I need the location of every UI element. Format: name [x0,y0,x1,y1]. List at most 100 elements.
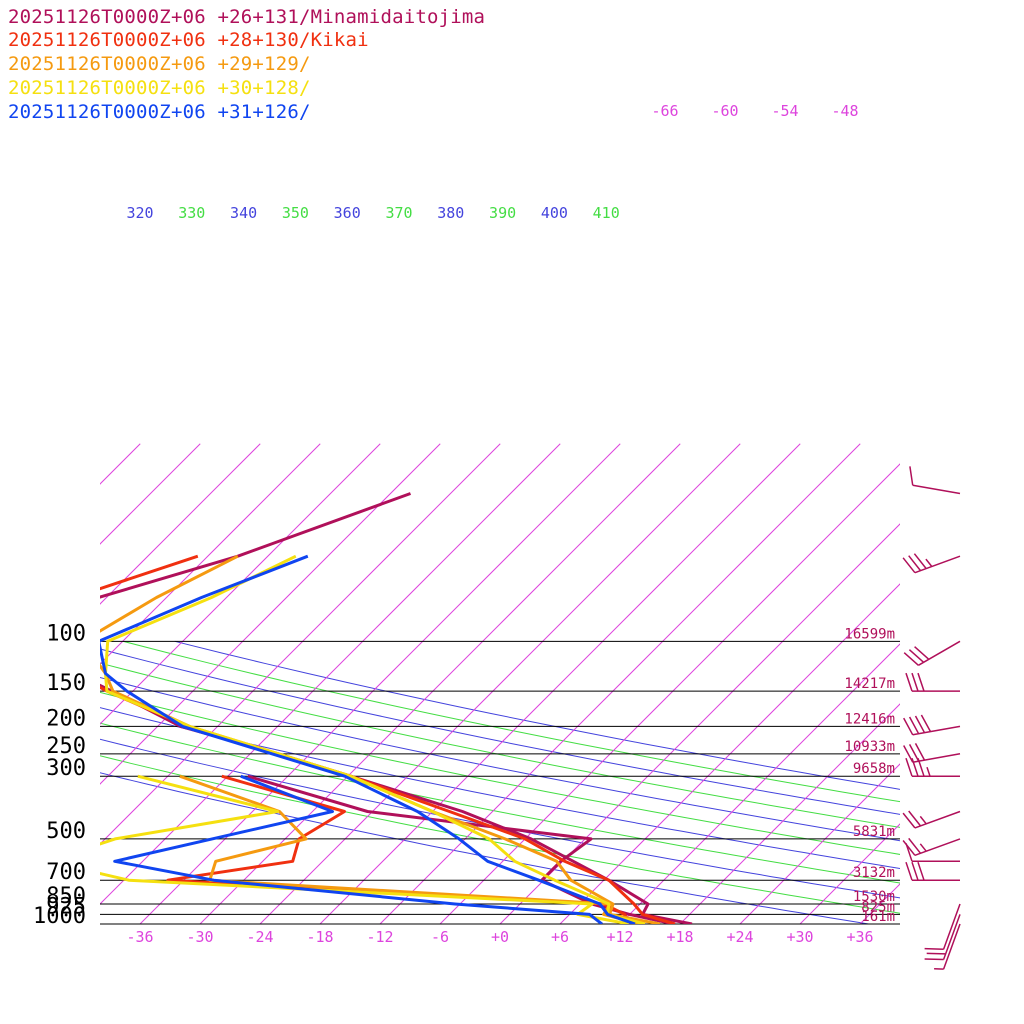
pressure-label: 100 [46,621,86,646]
isotherm-line [379,443,861,924]
wind-barb [903,640,961,666]
theta-label: 360 [334,204,361,222]
theta-label: 320 [126,204,153,222]
wind-barb-shape [903,743,961,763]
height-label: 1530m [853,889,895,905]
wind-barb [934,923,961,970]
pressure-label: 925 [46,894,86,919]
temperature-profile-line [100,554,676,924]
temperature-tick-label: -30 [186,928,213,946]
wind-barb-shape [902,553,961,574]
temperature-tick-label: +36 [846,928,873,946]
temperature-tick-label: +0 [491,928,509,946]
wind-barb [902,553,961,574]
wind-barb-shape [905,843,960,863]
pressure-label: 850 [46,884,86,909]
upper-temperature-label: -60 [711,102,738,120]
pressure-label: 300 [46,756,86,781]
temperature-tick-label: -6 [431,928,449,946]
wind-barbs [902,466,961,970]
legend-entry-1: 20251126T0000Z+06 +26+131/Minamidaitojim… [8,6,486,28]
wind-barb [905,672,960,692]
theta-label: 350 [282,204,309,222]
pressure-label: 150 [46,671,86,696]
theta-label: 390 [489,204,516,222]
wind-barb [905,861,960,881]
wind-barb-shape [902,810,961,829]
wind-barb [924,914,961,961]
wind-barb-shape [924,903,961,950]
temperature-tick-label: -18 [306,928,333,946]
height-label: 9658m [853,761,895,777]
wind-barb [905,757,960,777]
wind-barb-shape [924,914,961,961]
temperature-tick-label: -12 [366,928,393,946]
temperature-tick-label: -24 [246,928,273,946]
height-label: 12416m [844,711,895,727]
isotherm-line [100,443,321,665]
isotherm-line [799,823,900,924]
isobars [100,640,900,925]
pressure-label: 700 [46,860,86,885]
isotherm-line [100,443,501,845]
isotherm-line [100,443,201,545]
pressure-label: 500 [46,819,86,844]
isotherm-line [100,443,441,785]
wind-barb-shape [903,640,961,666]
pressure-label: 1000 [33,904,86,929]
wind-barb-shape [905,672,960,692]
wind-barb [905,843,960,863]
wind-barb [902,837,961,857]
wind-barb-shape [934,923,961,970]
height-label: 10933m [844,739,895,755]
temperature-tick-label: +30 [786,928,813,946]
isotherm-line [319,443,801,924]
temperature-tick-label: +24 [726,928,753,946]
wind-barb [902,810,961,829]
temperature-profile-line [100,554,636,924]
theta-label: 330 [178,204,205,222]
isotherm-line [199,443,681,924]
height-label: 16599m [844,626,895,642]
temperature-tick-label: -36 [126,928,153,946]
wind-barb [903,743,961,763]
dewpoint-profile-line [166,774,632,924]
dewpoint-profile-line [113,774,603,924]
upper-temperature-label: -54 [771,102,798,120]
height-label: 3132m [853,865,895,881]
legend-entry-5: 20251126T0000Z+06 +31+126/ [8,101,311,123]
temperature-tick-label: +12 [606,928,633,946]
isotherm-line [259,443,741,924]
isotherm-line [100,443,261,605]
height-label: 14217m [844,676,895,692]
wind-barb-shape [902,837,961,857]
temperature-tick-label: +6 [551,928,569,946]
theta-label: 340 [230,204,257,222]
height-label: 825m [861,899,895,915]
wind-barb [924,903,961,950]
temperature-tick-label: +18 [666,928,693,946]
theta-label: 400 [541,204,568,222]
wind-barb-shape [903,714,961,736]
upper-temperature-label: -66 [651,102,678,120]
theta-label: 410 [593,204,620,222]
isotherm-line [559,583,900,924]
height-label: 5831m [853,824,895,840]
height-label: 161m [861,909,895,925]
wind-barb [909,466,961,495]
isotherm-line [499,523,900,924]
legend-entry-2: 20251126T0000Z+06 +28+130/Kikai [8,29,369,51]
sounding-profiles [100,492,693,924]
legend-entry-3: 20251126T0000Z+06 +29+129/ [8,53,311,75]
isotherm-line [679,703,900,924]
isotherm-line [739,763,900,924]
temperature-profile-line [104,554,646,924]
pressure-label: 200 [46,706,86,731]
isotherm-line [100,443,381,725]
isotherms [0,443,900,924]
axis-labels: 100 16599m 150 14217m 200 12416m 250 10933m 300 9… [33,102,895,946]
upper-temperature-label: -48 [831,102,858,120]
dewpoint-profile-line [100,774,630,924]
isotherm-line [0,444,20,924]
